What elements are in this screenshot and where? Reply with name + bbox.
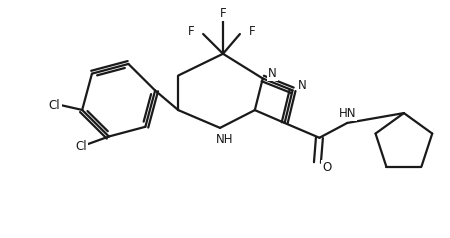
Text: HN: HN <box>338 107 356 119</box>
Text: Cl: Cl <box>75 140 87 153</box>
Text: N: N <box>298 79 307 92</box>
Text: NH: NH <box>216 133 234 146</box>
Text: N: N <box>268 67 277 80</box>
Text: F: F <box>220 7 226 20</box>
Text: O: O <box>323 161 332 174</box>
Text: F: F <box>188 25 194 38</box>
Text: Cl: Cl <box>49 99 60 111</box>
Text: F: F <box>248 25 255 38</box>
